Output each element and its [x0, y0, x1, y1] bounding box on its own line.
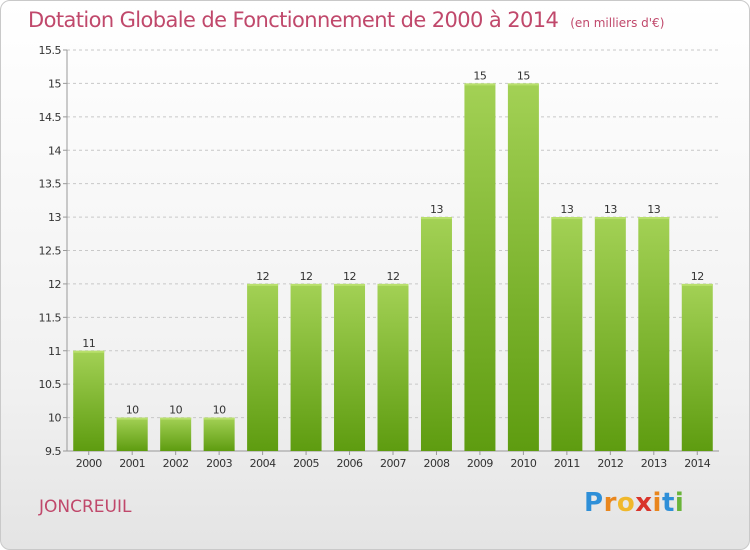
- bar: [464, 83, 496, 452]
- bar: [73, 350, 105, 451]
- x-tick-label: 2012: [597, 457, 623, 470]
- bar: [638, 217, 670, 451]
- chart-title-block: Dotation Globale de Fonctionnement de 20…: [28, 8, 664, 32]
- bar-highlight: [290, 283, 322, 286]
- logo-letter: t: [661, 488, 675, 518]
- bar-highlight: [73, 350, 105, 353]
- x-tick-label: 2010: [510, 457, 536, 470]
- y-tick-label: 10: [48, 412, 61, 425]
- bar-value-label: 12: [691, 270, 704, 283]
- logo-letter: P: [584, 488, 604, 518]
- bar-highlight: [420, 217, 452, 220]
- bar-highlight: [594, 217, 626, 220]
- logo-letter: i: [652, 488, 662, 518]
- logo-letter: r: [603, 488, 617, 518]
- bar: [160, 417, 192, 451]
- bar: [203, 417, 235, 451]
- bar-highlight: [160, 417, 192, 420]
- bar: [334, 283, 366, 451]
- bar-value-label: 11: [82, 337, 95, 350]
- y-tick-label: 11.5: [39, 311, 62, 324]
- y-tick-label: 14.5: [39, 111, 62, 124]
- bar-highlight: [507, 83, 539, 86]
- bar-highlight: [681, 283, 713, 286]
- bar: [551, 217, 583, 451]
- y-tick-label: 12: [48, 278, 61, 291]
- y-tick-label: 13.5: [39, 178, 62, 191]
- bar: [507, 83, 539, 452]
- axes: 9.5 10 10.5 11 11.5 12 12.5 13 13.5 14 14.5 15 15.5: [39, 44, 719, 458]
- bar-value-label: 10: [126, 404, 139, 417]
- bar-value-label: 13: [430, 203, 443, 216]
- x-tick-label: 2013: [641, 457, 667, 470]
- bar: [377, 283, 409, 451]
- y-tick-label: 15.5: [39, 44, 62, 57]
- x-tick-label: 2007: [380, 457, 406, 470]
- chart-unit: (en milliers d'€): [570, 16, 665, 30]
- x-tick-label: 2003: [206, 457, 232, 470]
- bar-value-label: 13: [604, 203, 617, 216]
- bar-highlight: [638, 217, 670, 220]
- bar-highlight: [464, 83, 496, 86]
- bar-highlight: [247, 283, 279, 286]
- x-tick-label: 2001: [119, 457, 145, 470]
- bar-value-label: 13: [647, 203, 660, 216]
- bar-value-label: 13: [560, 203, 573, 216]
- bar-value-label: 12: [343, 270, 356, 283]
- bar-value-label: 12: [256, 270, 269, 283]
- logo-letter: x: [635, 488, 653, 518]
- y-tick-label: 10.5: [39, 378, 62, 391]
- bar-value-label: 12: [387, 270, 400, 283]
- proxiti-logo: Proxiti: [584, 488, 684, 518]
- x-tick-label: 2005: [293, 457, 319, 470]
- bar: [681, 283, 713, 451]
- bar-value-label: 15: [517, 69, 530, 82]
- bar: [290, 283, 322, 451]
- x-tick-label: 2014: [684, 457, 710, 470]
- logo-letter: i: [674, 488, 685, 518]
- bar-highlight: [551, 217, 583, 220]
- y-tick-label: 12.5: [39, 245, 62, 258]
- y-tick-label: 9.5: [45, 445, 61, 458]
- y-tick-label: 11: [48, 345, 61, 358]
- y-tick-label: 14: [48, 144, 61, 157]
- x-tick-label: 2008: [423, 457, 449, 470]
- y-tick-label: 13: [48, 211, 61, 224]
- chart-title: Dotation Globale de Fonctionnement de 20…: [28, 8, 559, 32]
- bar-highlight: [116, 417, 148, 420]
- y-tick-label: 15: [48, 77, 61, 90]
- labels: 11 2000 10 2001 10 2002 10 2003 12 2004 12 2005 12 20…: [76, 69, 712, 470]
- x-tick-label: 2000: [76, 457, 102, 470]
- x-tick-label: 2002: [163, 457, 189, 470]
- bar-value-label: 10: [169, 404, 182, 417]
- bar-highlight: [377, 283, 409, 286]
- bar-value-label: 10: [213, 404, 226, 417]
- bar: [420, 217, 452, 451]
- bar-highlight: [203, 417, 235, 420]
- x-tick-label: 2009: [467, 457, 493, 470]
- bars: [73, 83, 713, 452]
- bar: [594, 217, 626, 451]
- x-tick-label: 2004: [250, 457, 276, 470]
- bar-highlight: [334, 283, 366, 286]
- bar-value-label: 12: [300, 270, 313, 283]
- bar-value-label: 15: [473, 69, 486, 82]
- x-tick-label: 2006: [337, 457, 363, 470]
- bar: [116, 417, 148, 451]
- logo-letter: o: [616, 488, 636, 518]
- x-tick-label: 2011: [554, 457, 580, 470]
- commune-name: JONCREUIL: [39, 497, 132, 517]
- bar: [247, 283, 279, 451]
